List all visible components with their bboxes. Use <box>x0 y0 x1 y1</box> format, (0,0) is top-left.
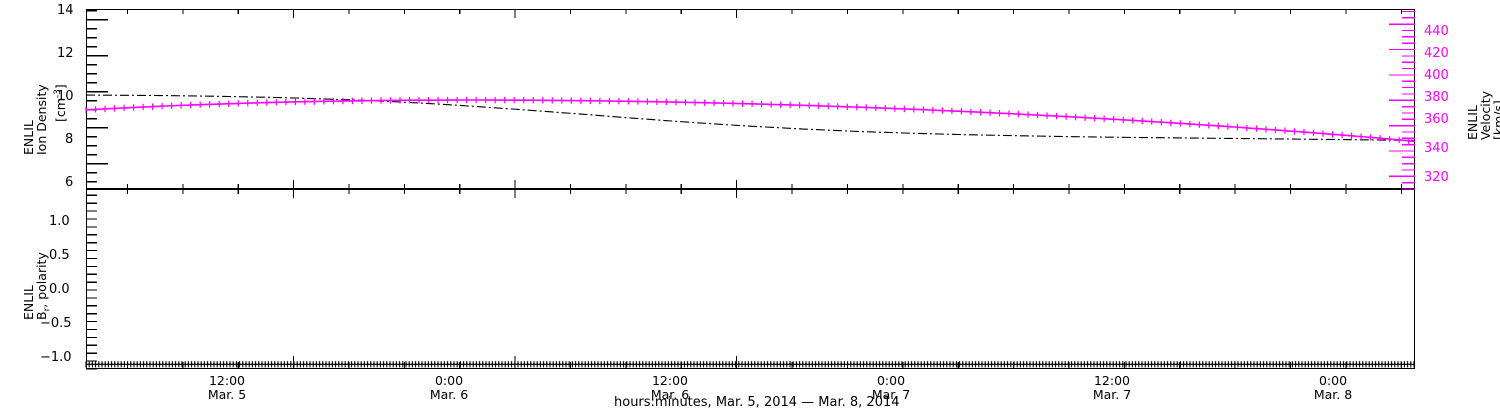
xtick-label-4: 12:00 Mar. 7 <box>1062 374 1162 402</box>
xtick-time-5: 0:00 <box>1318 373 1348 388</box>
top-right-ytick-label-360: 360 <box>1424 112 1449 127</box>
top-right-ytick-label-320: 320 <box>1424 170 1449 185</box>
xtick-label-2: 12:00 Mar. 6 <box>620 374 720 402</box>
xtick-label-5: 0:00 Mar. 8 <box>1283 374 1383 402</box>
x-axis-title: hours:minutes, Mar. 5, 2014 — Mar. 8, 20… <box>614 395 900 410</box>
series-velocity-markers <box>85 96 1410 144</box>
series-ion-density <box>85 94 1416 141</box>
bottom-ytick-label--0.5: −0.5 <box>40 316 72 331</box>
series-br-polarity-markers <box>85 361 1415 368</box>
xtick-time-1: 0:00 <box>434 373 464 388</box>
xtick-label-1: 0:00 Mar. 6 <box>399 374 499 402</box>
xtick-date-0: Mar. 5 <box>207 387 247 402</box>
series-layer <box>85 94 1416 368</box>
top-right-ytick-label-400: 400 <box>1424 68 1449 83</box>
bottom-ytick-label-0.0: 0.0 <box>49 282 70 297</box>
xtick-time-2: 12:00 <box>651 373 689 388</box>
xtick-time-0: 12:00 <box>208 373 246 388</box>
top-ytick-label-10: 10 <box>57 89 74 104</box>
bottom-panel-frame <box>86 189 1415 369</box>
xtick-date-2: Mar. 6 <box>650 387 690 402</box>
xtick-time-4: 12:00 <box>1093 373 1131 388</box>
bottom-ytick-label-0.5: 0.5 <box>49 248 70 263</box>
series-velocity <box>85 99 1416 143</box>
xtick-label-3: 0:00 Mar. 7 <box>841 374 941 402</box>
bottom-ytick-label--1.0: −1.0 <box>40 350 72 365</box>
xtick-time-3: 0:00 <box>876 373 906 388</box>
top-right-ytick-label-340: 340 <box>1424 141 1449 156</box>
bottom-ytick-label-1.0: 1.0 <box>49 214 70 229</box>
top-right-ytick-label-380: 380 <box>1424 90 1449 105</box>
top-ytick-label-8: 8 <box>65 132 74 147</box>
top-right-ytick-label-440: 440 <box>1424 24 1449 39</box>
xtick-date-3: Mar. 7 <box>871 387 911 402</box>
xtick-date-5: Mar. 8 <box>1313 387 1353 402</box>
xtick-date-1: Mar. 6 <box>429 387 469 402</box>
top-right-ytick-label-420: 420 <box>1424 46 1449 61</box>
xtick-label-0: 12:00 Mar. 5 <box>177 374 277 402</box>
xtick-date-4: Mar. 7 <box>1092 387 1132 402</box>
top-ytick-label-12: 12 <box>57 46 74 61</box>
axis-ticks <box>86 9 1415 370</box>
top-ytick-label-6: 6 <box>65 175 74 190</box>
top-panel-frame <box>86 9 1415 189</box>
top-ytick-label-14: 14 <box>57 3 74 18</box>
